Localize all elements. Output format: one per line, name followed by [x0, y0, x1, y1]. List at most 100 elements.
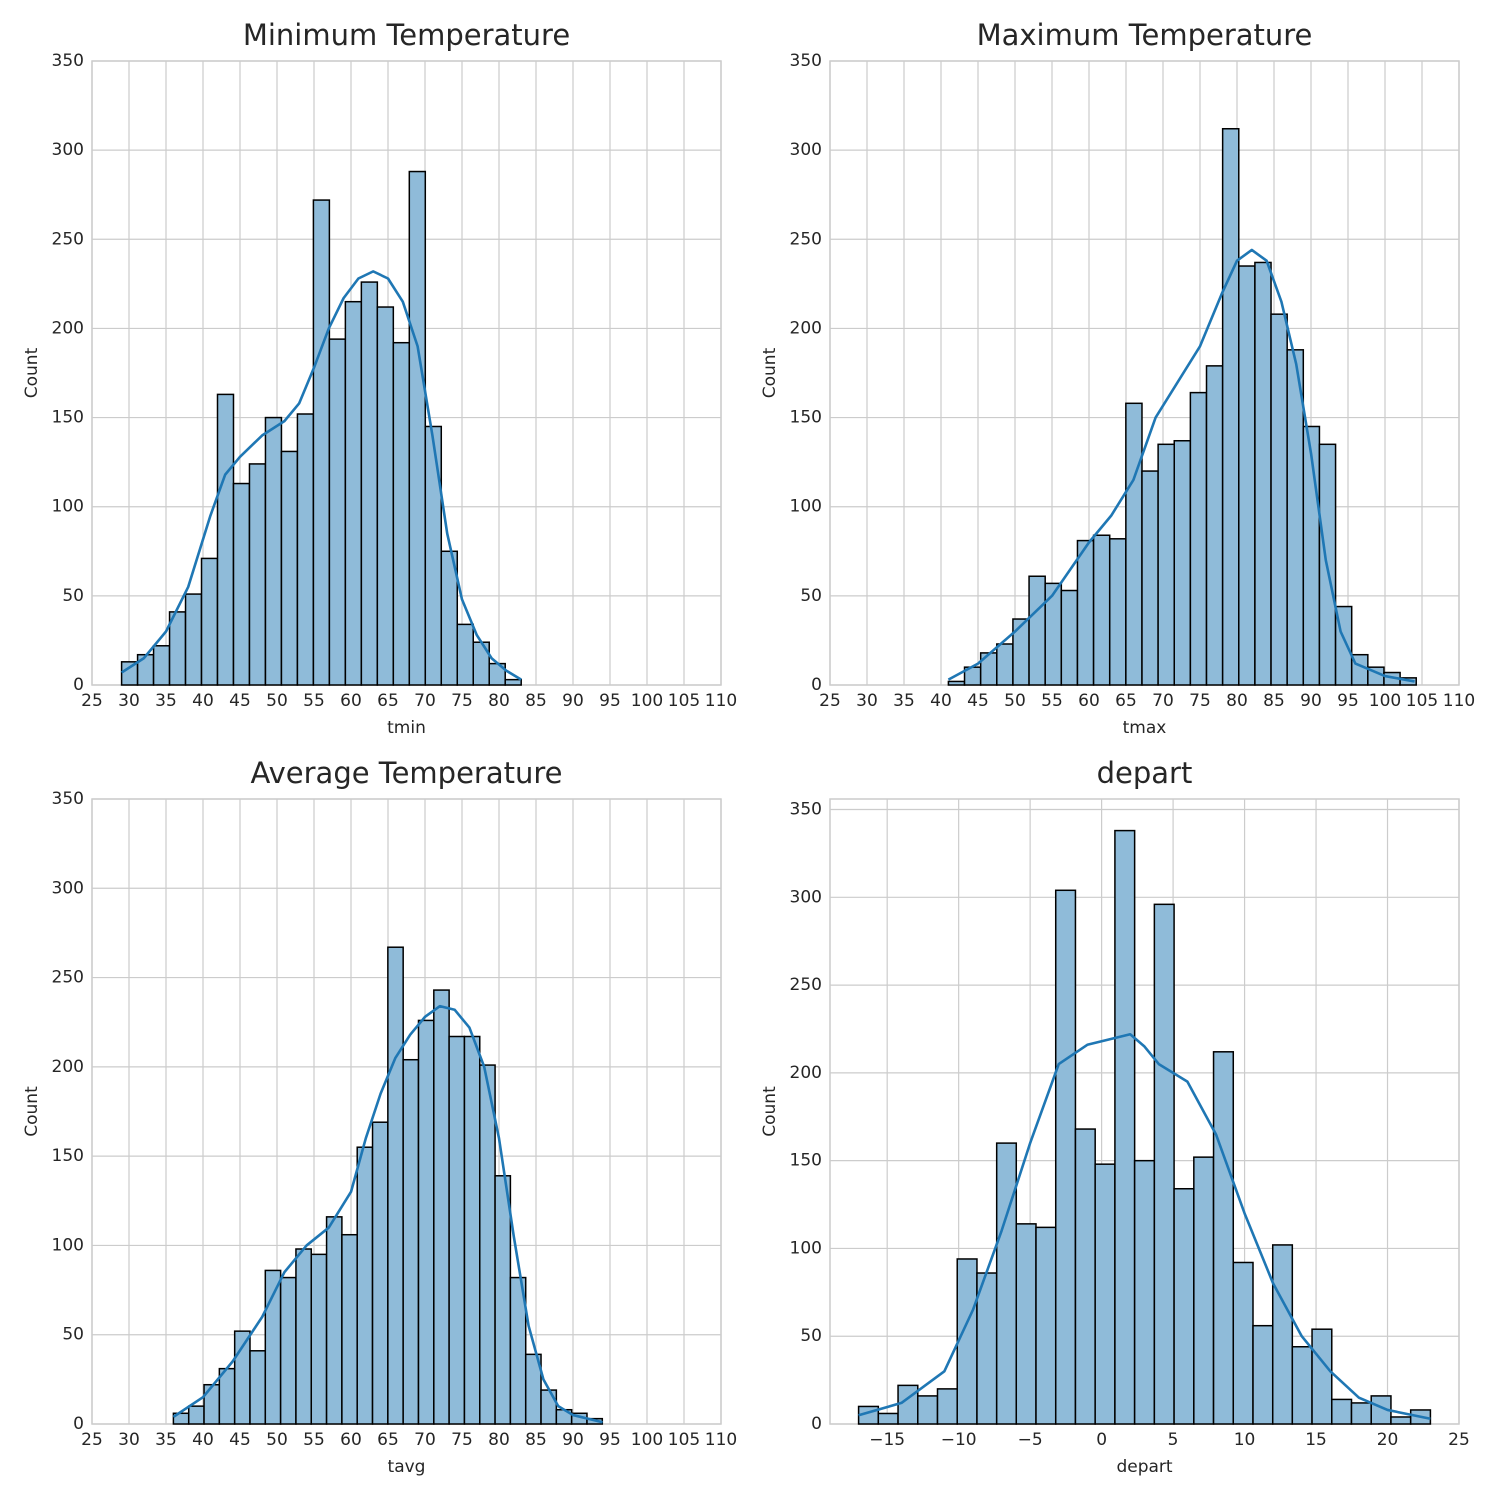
histogram-bar [1254, 261, 1272, 686]
histogram-bar [1173, 1187, 1195, 1425]
x-tick-label: 55 [303, 691, 325, 711]
x-tick-label: 35 [893, 691, 915, 711]
y-tick-label: 250 [52, 229, 84, 249]
histogram-bar [1153, 903, 1175, 1425]
histogram-bar [877, 1412, 899, 1425]
histogram-bar [1114, 829, 1136, 1425]
histogram-bar [1173, 439, 1192, 686]
x-tick-label: 70 [1152, 691, 1174, 711]
x-tick-label: 85 [525, 691, 547, 711]
y-tick-label: 150 [52, 408, 84, 428]
y-tick-label: 150 [790, 1151, 822, 1171]
histogram-bar [216, 393, 235, 686]
x-axis-label: depart [1116, 1457, 1172, 1477]
x-tick-label: 80 [1226, 691, 1248, 711]
histogram-bar [976, 1272, 998, 1425]
histogram-bar [996, 643, 1014, 686]
x-tick-label: 20 [1377, 1430, 1399, 1450]
histogram-bar [1189, 391, 1208, 686]
y-tick-label: 50 [62, 1325, 84, 1345]
x-tick-label: 15 [1305, 1430, 1327, 1450]
y-tick-label: 50 [800, 1326, 822, 1346]
histogram-bar [1390, 1416, 1412, 1425]
x-tick-label: 40 [192, 691, 214, 711]
histogram-bar [1094, 1163, 1116, 1425]
histogram-bar [1252, 1324, 1274, 1425]
x-tick-label: −10 [941, 1430, 977, 1450]
y-tick-label: 250 [790, 229, 822, 249]
histogram-bar [417, 1019, 435, 1425]
x-tick-label: 110 [705, 1430, 737, 1450]
histogram-bar [1271, 1244, 1294, 1425]
x-tick-label: 70 [414, 1430, 436, 1450]
x-tick-label: 25 [819, 691, 841, 711]
histogram-bar [956, 1258, 978, 1425]
x-tick-label: −5 [1018, 1430, 1043, 1450]
histogram-bar [279, 1276, 297, 1425]
x-tick-label: 95 [1337, 691, 1359, 711]
x-tick-label: 105 [668, 691, 700, 711]
subplot: Maximum Temperature tmax Count 0 50 100 150 200… [760, 18, 1475, 738]
x-tick-label: 90 [562, 691, 584, 711]
x-tick-label: 0 [1096, 1430, 1107, 1450]
x-tick-label: 55 [1041, 691, 1063, 711]
histogram-bar [264, 416, 283, 686]
histogram-bar [995, 1142, 1018, 1425]
y-tick-label: 200 [790, 318, 822, 338]
histogram-bar [325, 1216, 343, 1425]
x-tick-label: 90 [562, 1430, 584, 1450]
y-tick-label: 350 [790, 51, 822, 71]
histogram-bar [440, 550, 459, 686]
x-tick-label: 80 [488, 1430, 510, 1450]
x-tick-label: 65 [377, 691, 399, 711]
x-tick-label: 85 [525, 1430, 547, 1450]
x-tick-label: 85 [1263, 691, 1285, 711]
y-axis-label: Count [760, 1086, 780, 1137]
histogram-bar [152, 645, 171, 686]
x-tick-label: 95 [599, 691, 621, 711]
histogram-bar [1054, 889, 1077, 1425]
x-tick-label: 80 [488, 691, 510, 711]
y-tick-label: 200 [52, 1057, 84, 1077]
histogram-bar [1232, 1261, 1254, 1425]
x-tick-label: 100 [1369, 691, 1401, 711]
y-axis-label: Count [22, 347, 42, 398]
y-tick-label: 300 [52, 140, 84, 160]
histogram-bar [1076, 539, 1095, 686]
x-tick-label: 30 [118, 691, 140, 711]
x-tick-label: 110 [1443, 691, 1475, 711]
x-tick-label: 100 [631, 691, 663, 711]
x-tick-label: 5 [1168, 1430, 1179, 1450]
subplot-title: Maximum Temperature [977, 18, 1313, 52]
y-tick-label: 0 [811, 1414, 822, 1434]
histogram-bar [1221, 127, 1240, 686]
histogram-bar [936, 1388, 958, 1425]
x-tick-label: 45 [229, 691, 251, 711]
histogram-bar [1028, 575, 1046, 686]
histogram-bar [917, 1395, 939, 1425]
x-tick-label: 55 [303, 1430, 325, 1450]
histogram-bar [1331, 1398, 1353, 1425]
x-tick-label: 50 [266, 1430, 288, 1450]
histogram-bar [1015, 1223, 1037, 1425]
y-tick-label: 100 [52, 497, 84, 517]
x-tick-label: 25 [1448, 1430, 1470, 1450]
x-tick-label: 35 [155, 1430, 177, 1450]
x-axis-label: tmin [387, 718, 426, 738]
x-tick-label: 45 [967, 691, 989, 711]
subplot: Average Temperature tavg Count 0 50 100 150 200… [22, 756, 737, 1477]
histogram-bar [509, 1276, 527, 1425]
histogram-bar [341, 1233, 358, 1425]
histogram-bar [1092, 534, 1111, 686]
histogram-bar [1238, 265, 1256, 686]
histogram-bar [392, 341, 411, 686]
histogram-bar [1108, 538, 1127, 686]
x-tick-label: 35 [155, 691, 177, 711]
y-tick-label: 150 [790, 408, 822, 428]
histogram-bar [1060, 589, 1079, 686]
histogram-bar [1311, 1328, 1333, 1425]
y-tick-label: 250 [52, 968, 84, 988]
histogram-bar [360, 281, 379, 686]
y-tick-label: 300 [52, 878, 84, 898]
x-tick-label: 65 [1115, 691, 1137, 711]
